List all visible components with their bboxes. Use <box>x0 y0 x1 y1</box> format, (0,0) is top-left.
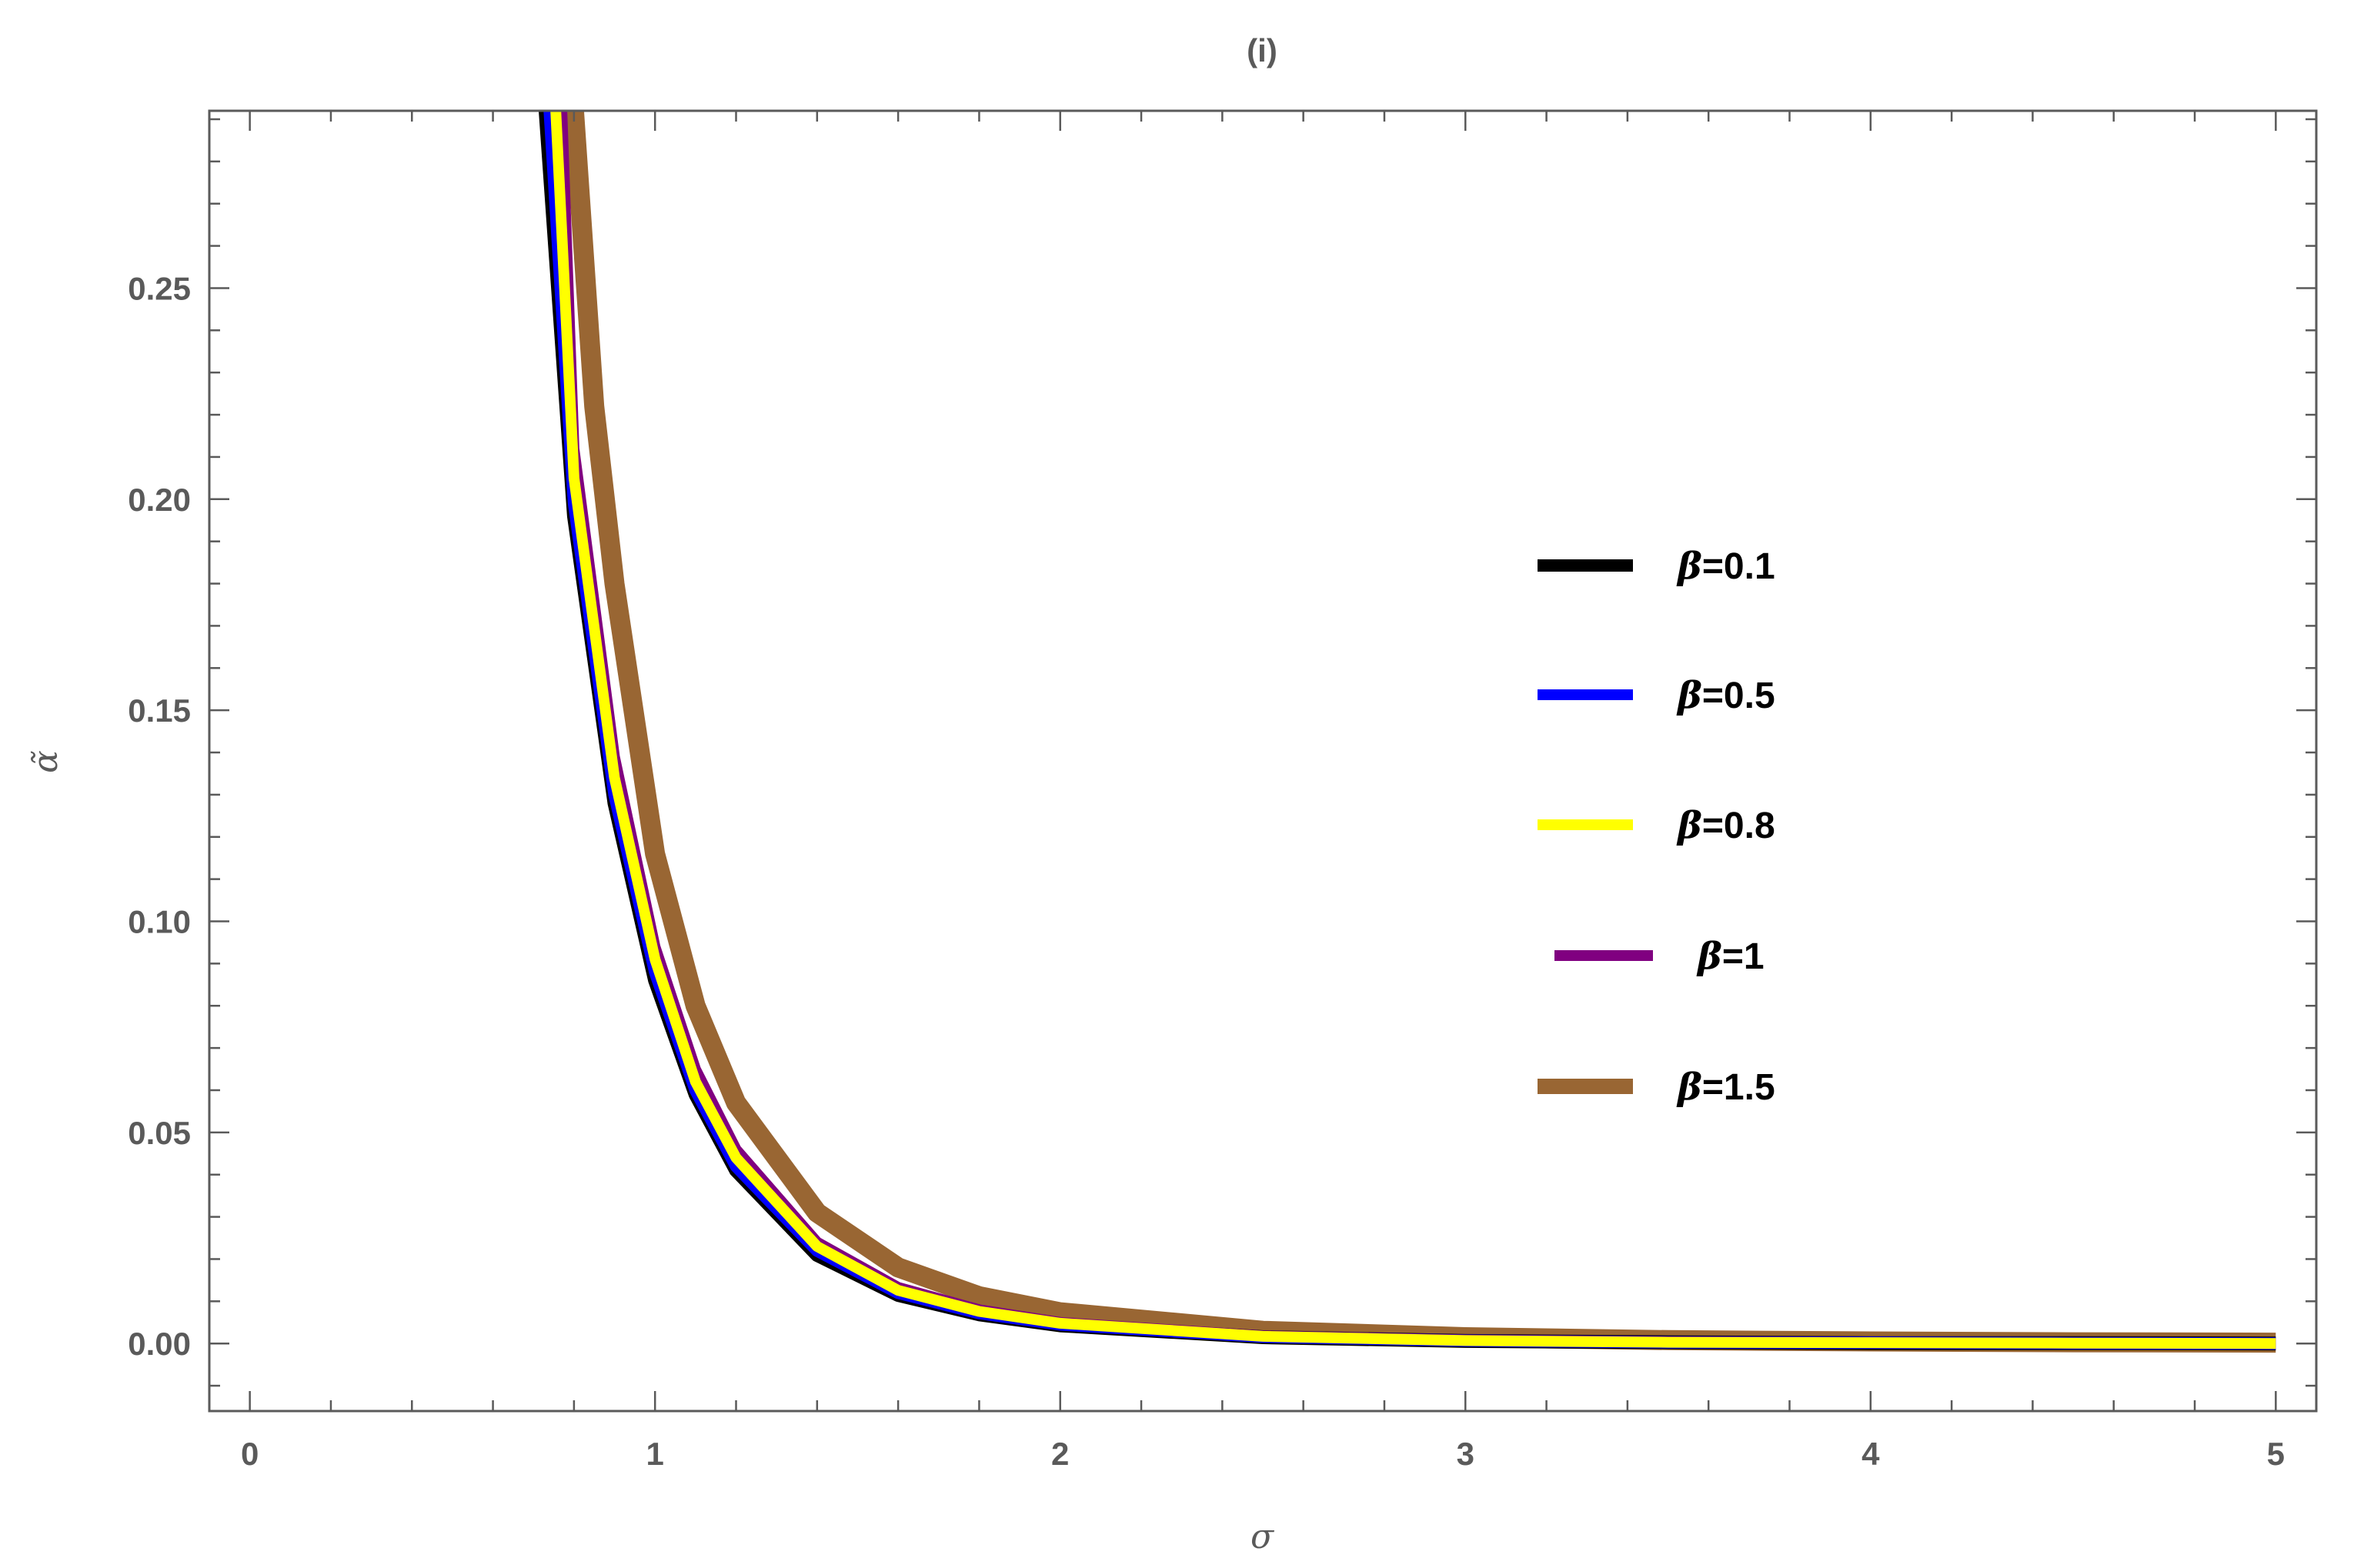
legend-label: β=1.5 <box>1676 1066 1775 1109</box>
x-tick-label: 4 <box>1861 1436 1880 1472</box>
y-tick-label: 0.10 <box>128 904 191 940</box>
y-tick-label: 0.15 <box>128 692 191 729</box>
y-axis-label: α̃ <box>26 750 65 773</box>
y-tick-label: 0.05 <box>128 1115 191 1151</box>
legend-label: β=1 <box>1696 935 1765 978</box>
y-tick-label: 0.20 <box>128 482 191 518</box>
legend: β=0.1 β=0.5 β=0.8 β=1 β=1.5 <box>1538 545 1775 1109</box>
x-tick-label: 2 <box>1051 1436 1069 1472</box>
legend-label: β=0.8 <box>1676 804 1775 847</box>
tick-layer: 0 1 2 3 4 5 0.00 0.05 0.10 0.15 0.20 0.25 <box>128 111 2316 1472</box>
legend-label: β=0.1 <box>1676 545 1775 588</box>
x-tick-label: 0 <box>241 1436 259 1472</box>
chart-title: (i) <box>1247 32 1277 68</box>
x-tick-label: 3 <box>1457 1436 1474 1472</box>
x-axis-label: σ <box>1250 1517 1275 1556</box>
y-tick-label: 0.25 <box>128 270 191 306</box>
plot-frame <box>208 109 2318 1413</box>
x-tick-label: 5 <box>2267 1436 2285 1472</box>
legend-label: β=0.5 <box>1676 674 1775 717</box>
series-line <box>550 111 2276 1349</box>
series-layer <box>539 111 2276 1353</box>
x-tick-label: 1 <box>646 1436 664 1472</box>
y-tick-label: 0.00 <box>128 1326 191 1362</box>
